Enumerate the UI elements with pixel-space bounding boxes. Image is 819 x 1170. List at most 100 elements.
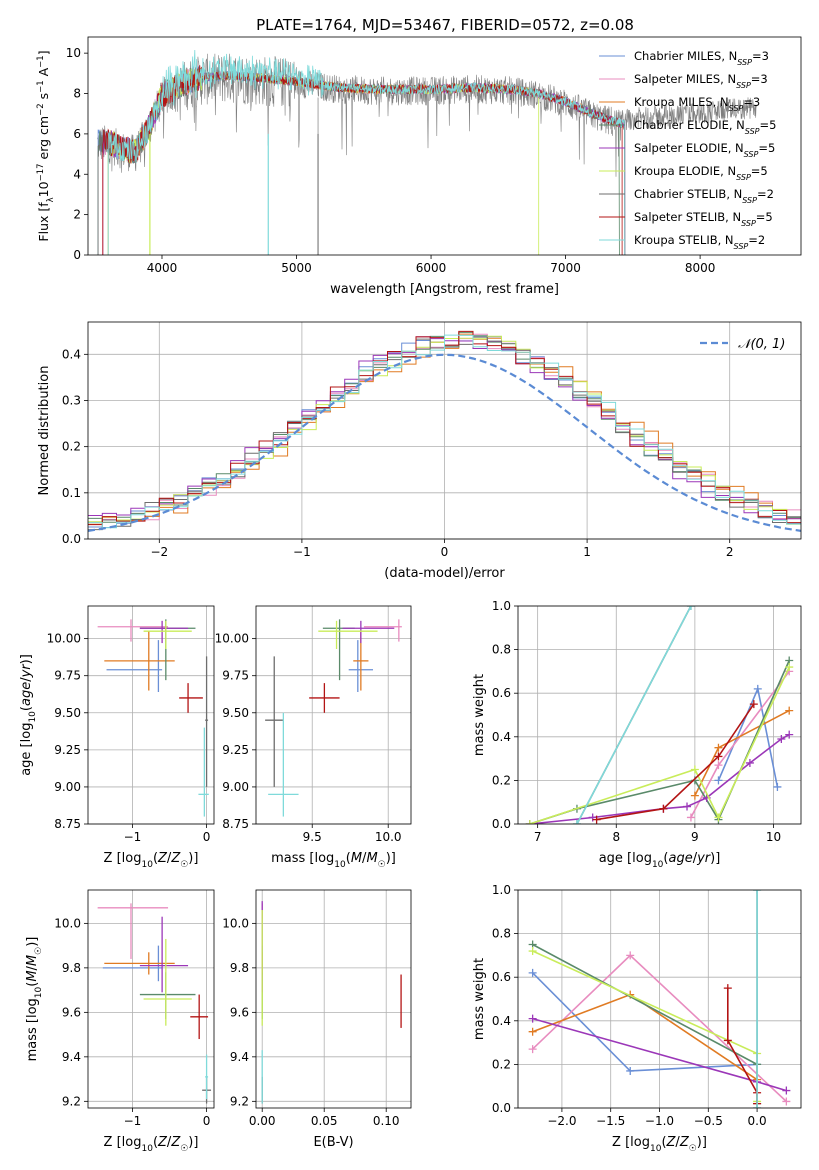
data-point (773, 782, 782, 791)
axes-frame (517, 889, 802, 1109)
panel-mass-vs-Z: −1 0 9.2 9.4 9.6 9.8 10.0 Z [log10(Z/Z☉)] mass [… (25, 889, 215, 1154)
x-tick-label: 10.0 (375, 830, 402, 844)
errorbar-chabrier-miles (106, 640, 163, 693)
data-point (753, 1104, 762, 1108)
x-tick-label: −1 (124, 830, 142, 844)
data-point (714, 761, 723, 770)
y-tick-label: 8.75 (54, 817, 81, 831)
y-axis-label: mass [log10(M/M☉)] (25, 937, 44, 1062)
y-tick-label: 2 (73, 208, 81, 222)
series-kroupa-stelib (572, 606, 695, 824)
axes-frame (87, 321, 802, 540)
panel-spectrum: 4000 5000 6000 7000 8000 0 2 4 6 8 10 wavelength [A… (36, 36, 802, 297)
x-tick-label: 0 (203, 830, 211, 844)
y-axis-label: Flux [fλ10−17 erg cm−2 s−1 A−1] (36, 50, 56, 241)
x-tick-label: 10 (766, 830, 781, 844)
legend-entry: Salpeter MILES, NSSP=3 (634, 72, 768, 90)
data-point (782, 1086, 791, 1095)
data-point (723, 1036, 732, 1045)
y-tick-label: 9.4 (230, 1050, 249, 1064)
plot-area-spectrum (97, 49, 757, 255)
y-tick-label: 9.6 (230, 1005, 249, 1019)
data-point (785, 730, 794, 739)
y-tick-label: 8.75 (222, 817, 249, 831)
y-tick-label: 9.00 (54, 780, 81, 794)
y-tick-label: 10.00 (215, 632, 249, 646)
data-point (659, 804, 668, 813)
data-point (592, 815, 601, 824)
axes-frame (255, 605, 412, 825)
y-tick-label: 9.00 (222, 780, 249, 794)
x-tick-label: −1.5 (596, 1114, 625, 1128)
errorbar-kroupa-elodie (318, 620, 378, 650)
y-tick-label: 9.25 (222, 743, 249, 757)
x-tick-label: 0 (203, 1114, 211, 1128)
legend-entry: Kroupa STELIB, NSSP=2 (634, 233, 765, 251)
x-tick-label: 9.5 (303, 830, 322, 844)
x-tick-label: −1 (293, 545, 311, 559)
data-point (690, 791, 699, 800)
x-tick-label: 8000 (685, 261, 716, 275)
data-point (753, 890, 762, 894)
y-tick-label: 9.50 (54, 706, 81, 720)
data-point (626, 951, 635, 960)
data-point (723, 984, 732, 993)
y-tick-label: 0.8 (492, 927, 511, 941)
axes-frame (255, 889, 412, 1109)
y-tick-label: 9.6 (62, 1005, 81, 1019)
legend-entry: Chabrier STELIB, NSSP=2 (634, 187, 774, 205)
y-tick-label: 10 (66, 46, 81, 60)
axes-frame (517, 605, 802, 825)
y-tick-label: 0.0 (62, 532, 81, 546)
x-tick-label: −1.0 (645, 1114, 674, 1128)
plot-area-age-vs-Z (97, 619, 209, 817)
data-point (528, 1014, 537, 1023)
data-point (690, 765, 699, 774)
y-tick-label: 10.00 (47, 632, 81, 646)
y-tick-label: 0.2 (62, 440, 81, 454)
series-kroupa-elodie (528, 947, 762, 1106)
series-kroupa-miles (528, 990, 762, 1084)
legend-entry: 𝒩(0, 1) (738, 337, 785, 352)
figure-title: PLATE=1764, MJD=53467, FIBERID=0572, z=0… (256, 16, 634, 34)
data-point (528, 1027, 537, 1036)
y-tick-label: 9.75 (222, 669, 249, 683)
panel-mass-weight-vs-age: 7 8 9 10 0.0 0.2 0.4 0.6 0.8 1.0 age [log10(age/yr… (472, 599, 802, 870)
x-tick-label: 6000 (416, 261, 447, 275)
x-tick-label: 5000 (281, 261, 312, 275)
y-tick-label: 0.0 (492, 1101, 511, 1115)
legend-entry: Salpeter ELODIE, NSSP=5 (634, 141, 775, 159)
plot-area-residuals (88, 330, 801, 532)
y-tick-label: 0.4 (62, 347, 81, 361)
model-spectrum-kroupa-stelib (107, 49, 626, 255)
data-point (528, 947, 537, 956)
series-kroupa-elodie (525, 663, 794, 824)
data-point (745, 758, 754, 767)
data-point (714, 776, 723, 785)
plot-area-mass-vs-EBV (261, 901, 402, 1104)
x-tick-label: 0 (441, 545, 449, 559)
x-axis-label: (data-model)/error (384, 566, 505, 581)
series-salpeter-stelib (592, 700, 758, 824)
y-tick-label: 0.2 (492, 773, 511, 787)
series-line (529, 666, 790, 824)
y-tick-label: 0.2 (492, 1057, 511, 1071)
plot-area-mass-vs-Z (97, 903, 212, 1104)
errorbar-salpeter-elodie (139, 916, 189, 993)
x-tick-label: 7 (534, 830, 542, 844)
errorbar-salpeter-stelib (309, 683, 340, 713)
y-tick-label: 9.2 (62, 1094, 81, 1108)
errorbar-salpeter-elodie (139, 620, 189, 644)
errorbar-salpeter-stelib (179, 683, 203, 713)
y-axis-label: Normed distribution (37, 366, 52, 496)
x-tick-label: −1 (124, 1114, 142, 1128)
legend-entry: Chabrier ELODIE, NSSP=5 (634, 118, 776, 136)
y-tick-label: 10.0 (222, 916, 249, 930)
data-point (525, 820, 534, 824)
y-tick-label: 9.8 (62, 961, 81, 975)
data-point (714, 752, 723, 761)
histogram-kroupa-stelib (88, 334, 801, 529)
errorbar-salpeter-elodie (342, 620, 395, 644)
errorbar-chabrier-stelib (205, 656, 209, 787)
